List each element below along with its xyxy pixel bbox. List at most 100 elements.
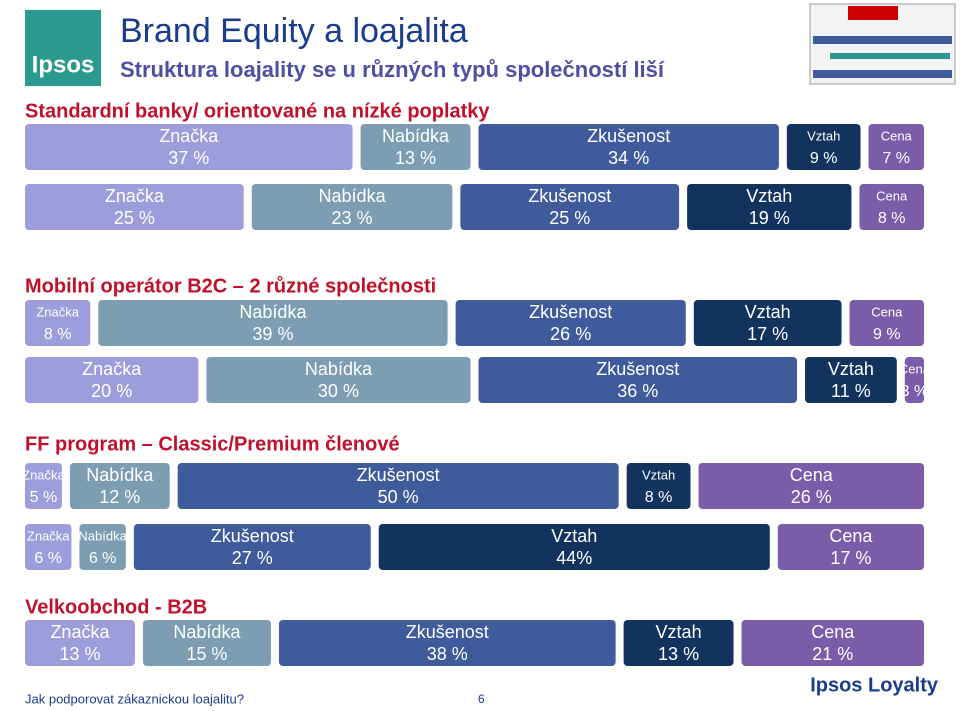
segment-name: Nabídka [319, 186, 387, 206]
segment [868, 124, 924, 170]
segment-value: 8 % [645, 489, 673, 506]
segment-name: Cena [790, 465, 834, 485]
segment-value: 13 % [658, 644, 699, 664]
segment [133, 524, 371, 570]
segment [460, 184, 680, 230]
segment [360, 124, 471, 170]
segment-name: Vztah [828, 359, 874, 379]
segment [455, 300, 686, 346]
segment-value: 13 % [395, 148, 436, 168]
section-title: Mobilní operátor B2C – 2 různé společnos… [25, 275, 436, 297]
segment-value: 6 % [34, 550, 62, 567]
segment-value: 3 % [901, 383, 929, 400]
segment [25, 300, 91, 346]
segment [251, 184, 453, 230]
segment [98, 300, 448, 346]
logo-box [25, 10, 101, 86]
segment-name: Vztah [551, 526, 597, 546]
segment-name: Zkušenost [406, 622, 489, 642]
segment-value: 9 % [810, 150, 838, 167]
segment [849, 300, 924, 346]
segment-value: 7 % [882, 150, 910, 167]
segment-name: Vztah [656, 622, 702, 642]
segment [777, 524, 924, 570]
segment-name: Značka [50, 622, 110, 642]
mini-box [813, 70, 952, 78]
segment-value: 17 % [747, 324, 788, 344]
segment-name: Nabídka [173, 622, 241, 642]
segment-value: 20 % [91, 381, 132, 401]
segment-name: Vztah [746, 186, 792, 206]
segment-name: Značka [36, 304, 79, 319]
segment [741, 620, 924, 666]
segment-name: Značka [105, 186, 165, 206]
section-title: FF program – Classic/Premium členové [25, 433, 400, 455]
segment-value: 26 % [550, 324, 591, 344]
segment [25, 463, 62, 509]
segment [142, 620, 271, 666]
segment-name: Zkušenost [587, 126, 670, 146]
subtitle: Struktura loajality se u různých typů sp… [120, 57, 665, 82]
segment [786, 124, 861, 170]
segment-name: Značka [27, 528, 70, 543]
segment [698, 463, 924, 509]
segment-value: 8 % [878, 210, 906, 227]
segment-value: 44% [556, 548, 592, 568]
segment-name: Nabídka [78, 528, 127, 543]
segment-name: Cena [881, 128, 913, 143]
segment-name: Zkušenost [357, 465, 440, 485]
segment [25, 184, 244, 230]
segment-name: Nabídka [239, 302, 307, 322]
segment-value: 38 % [427, 644, 468, 664]
segment-value: 11 % [831, 381, 871, 401]
mini-box [848, 6, 898, 20]
segment-value: 9 % [873, 326, 901, 343]
segment [904, 357, 924, 403]
segment-name: Cena [876, 188, 908, 203]
segment-value: 21 % [812, 644, 853, 664]
segment-name: Cena [811, 622, 855, 642]
segment-value: 12 % [99, 487, 140, 507]
segment [805, 357, 897, 403]
segment [69, 463, 170, 509]
segment-name: Vztah [745, 302, 791, 322]
segment [623, 620, 734, 666]
segment [378, 524, 770, 570]
segment-value: 25 % [549, 208, 590, 228]
page-number: 6 [478, 692, 485, 706]
segment-name: Značka [22, 467, 65, 482]
segment-name: Nabídka [305, 359, 373, 379]
segment-value: 39 % [252, 324, 293, 344]
segment-name: Cena [899, 361, 931, 376]
segment-name: Zkušenost [529, 302, 612, 322]
segment-value: 36 % [617, 381, 658, 401]
segment-name: Vztah [642, 467, 675, 482]
mini-box [830, 53, 950, 59]
segment [25, 124, 353, 170]
segment-value: 30 % [318, 381, 359, 401]
mini-diagram [809, 3, 956, 85]
section-title: Velkoobchod - B2B [25, 596, 207, 618]
segment-value: 5 % [30, 489, 58, 506]
footer-question: Jak podporovat zákaznickou loajalitu? [25, 691, 244, 706]
segment [278, 620, 616, 666]
segment-value: 25 % [114, 208, 155, 228]
segment-value: 17 % [830, 548, 871, 568]
mini-box [813, 36, 952, 44]
segment-name: Zkušenost [528, 186, 611, 206]
segment [25, 524, 72, 570]
segment-name: Zkušenost [596, 359, 679, 379]
segment [478, 124, 779, 170]
segment-name: Značka [82, 359, 142, 379]
segment-name: Zkušenost [211, 526, 294, 546]
segment [25, 620, 135, 666]
title: Brand Equity a loajalita [120, 12, 468, 50]
segment-name: Značka [159, 126, 219, 146]
segment [693, 300, 842, 346]
segment [478, 357, 798, 403]
segment [79, 524, 126, 570]
segment-value: 6 % [89, 550, 117, 567]
logo-text: Ipsos [32, 51, 95, 78]
segment [687, 184, 852, 230]
